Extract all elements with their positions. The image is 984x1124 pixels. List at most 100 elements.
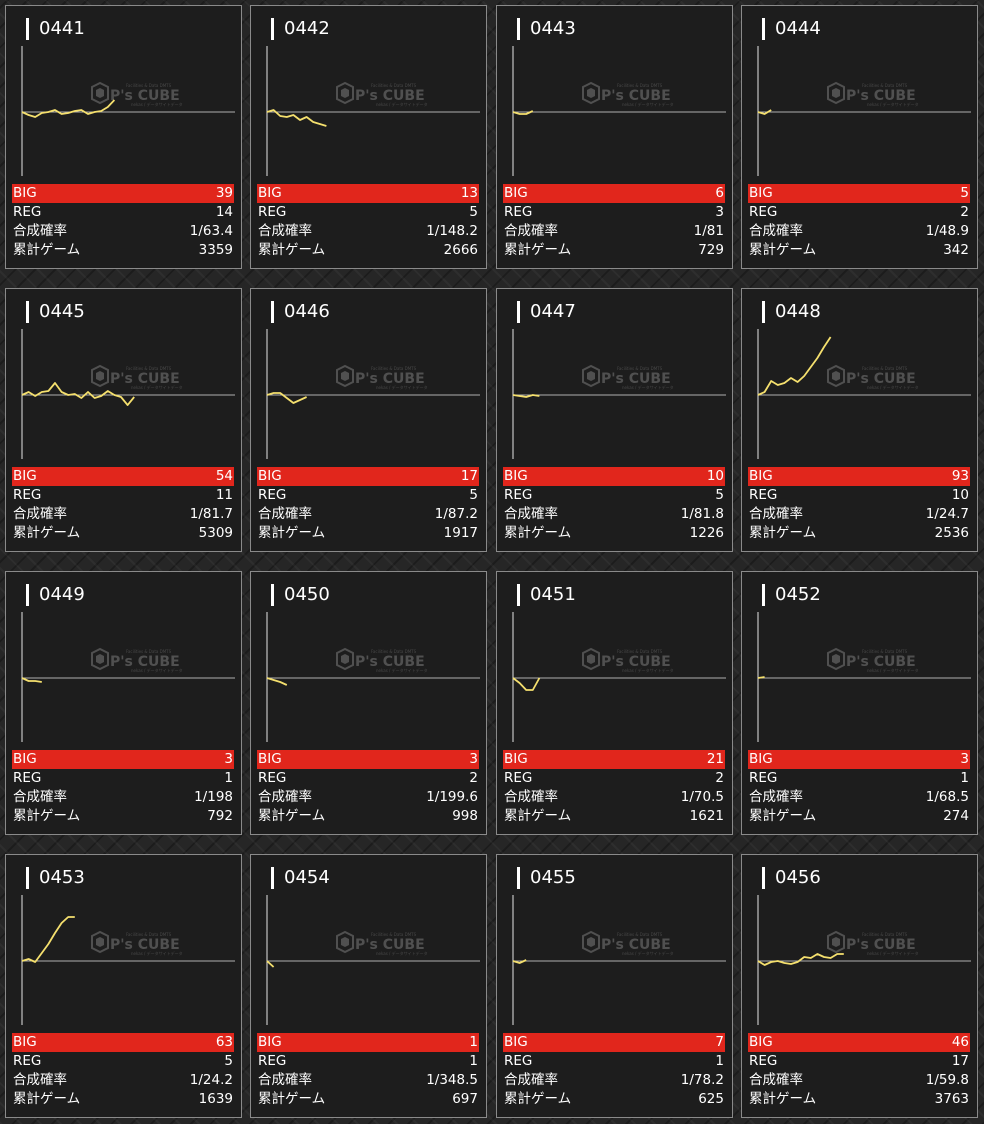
total-games-row: 累計ゲーム 274 xyxy=(748,807,970,826)
slump-line xyxy=(21,677,42,683)
big-row: BIG 3 xyxy=(748,750,970,769)
games-label: 累計ゲーム xyxy=(258,1091,326,1107)
reg-label: REG xyxy=(13,487,42,503)
svg-text:nekas / データサイトデータ: nekas / データサイトデータ xyxy=(622,667,674,673)
games-label: 累計ゲーム xyxy=(749,525,817,541)
svg-text:Facilities & Data DMTS: Facilities & Data DMTS xyxy=(862,649,908,654)
prob-value: 1/24.2 xyxy=(189,1072,233,1088)
prob-value: 1/148.2 xyxy=(426,223,478,239)
reg-row: REG 3 xyxy=(503,203,725,222)
games-value: 625 xyxy=(698,1091,724,1107)
big-value: 1 xyxy=(469,1034,478,1050)
svg-text:P's CUBE: P's CUBE xyxy=(846,88,916,104)
machine-card-0441[interactable]: 0441 P's CUBE Facilities & Data DMTS nekas … xyxy=(5,5,242,269)
machine-card-0456[interactable]: 0456 P's CUBE Facilities & Data DMTS nekas … xyxy=(741,854,978,1118)
big-row: BIG 13 xyxy=(257,184,479,203)
machine-card-0452[interactable]: 0452 P's CUBE Facilities & Data DMTS nekas … xyxy=(741,571,978,835)
machine-card-0447[interactable]: 0447 P's CUBE Facilities & Data DMTS nekas … xyxy=(496,288,733,552)
svg-text:nekas / データサイトデータ: nekas / データサイトデータ xyxy=(867,667,919,673)
machine-card-0444[interactable]: 0444 P's CUBE Facilities & Data DMTS nekas … xyxy=(741,5,978,269)
slump-line xyxy=(512,110,534,115)
reg-value: 10 xyxy=(951,487,969,503)
machine-card-0446[interactable]: 0446 P's CUBE Facilities & Data DMTS nekas … xyxy=(250,288,487,552)
games-value: 3359 xyxy=(198,242,233,258)
big-row: BIG 3 xyxy=(257,750,479,769)
stats-table: BIG 10 REG 5 合成確率 1/81.8 累計ゲーム 1226 xyxy=(503,467,725,543)
machine-card-0443[interactable]: 0443 P's CUBE Facilities & Data DMTS nekas … xyxy=(496,5,733,269)
reg-label: REG xyxy=(749,487,778,503)
machine-card-0453[interactable]: 0453 P's CUBE Facilities & Data DMTS nekas … xyxy=(5,854,242,1118)
prob-value: 1/81.8 xyxy=(680,506,724,522)
machine-card-0451[interactable]: 0451 P's CUBE Facilities & Data DMTS nekas … xyxy=(496,571,733,835)
big-value: 3 xyxy=(224,751,233,767)
big-value: 21 xyxy=(706,751,724,767)
prob-value: 1/198 xyxy=(194,789,233,805)
reg-label: REG xyxy=(258,487,287,503)
combined-probability-row: 合成確率 1/198 xyxy=(12,788,234,807)
prob-label: 合成確率 xyxy=(258,223,312,239)
machine-card-0448[interactable]: 0448 P's CUBE Facilities & Data DMTS nekas … xyxy=(741,288,978,552)
svg-text:P's CUBE: P's CUBE xyxy=(355,88,425,104)
big-label: BIG xyxy=(749,185,773,201)
games-value: 998 xyxy=(452,808,478,824)
total-games-row: 累計ゲーム 792 xyxy=(12,807,234,826)
svg-text:nekas / データサイトデータ: nekas / データサイトデータ xyxy=(131,667,183,673)
games-value: 5309 xyxy=(198,525,233,541)
prob-label: 合成確率 xyxy=(504,506,558,522)
prob-value: 1/81 xyxy=(693,223,724,239)
total-games-row: 累計ゲーム 729 xyxy=(503,241,725,260)
games-value: 792 xyxy=(207,808,233,824)
machine-card-0445[interactable]: 0445 P's CUBE Facilities & Data DMTS nekas … xyxy=(5,288,242,552)
machine-card-0450[interactable]: 0450 P's CUBE Facilities & Data DMTS nekas … xyxy=(250,571,487,835)
big-label: BIG xyxy=(258,1034,282,1050)
stats-table: BIG 3 REG 1 合成確率 1/68.5 累計ゲーム 274 xyxy=(748,750,970,826)
svg-text:nekas / データサイトデータ: nekas / データサイトデータ xyxy=(867,101,919,107)
games-value: 697 xyxy=(452,1091,478,1107)
reg-value: 11 xyxy=(215,487,233,503)
prob-label: 合成確率 xyxy=(13,506,67,522)
svg-text:nekas / データサイトデータ: nekas / データサイトデータ xyxy=(376,101,428,107)
svg-text:P's CUBE: P's CUBE xyxy=(110,937,180,953)
reg-row: REG 5 xyxy=(257,203,479,222)
svg-text:Facilities & Data DMTS: Facilities & Data DMTS xyxy=(126,366,172,371)
big-label: BIG xyxy=(749,468,773,484)
reg-value: 5 xyxy=(224,1053,233,1069)
stats-table: BIG 17 REG 5 合成確率 1/87.2 累計ゲーム 1917 xyxy=(257,467,479,543)
games-value: 342 xyxy=(943,242,969,258)
svg-text:Facilities & Data DMTS: Facilities & Data DMTS xyxy=(862,932,908,937)
svg-text:nekas / データサイトデータ: nekas / データサイトデータ xyxy=(131,101,183,107)
games-value: 2536 xyxy=(934,525,969,541)
big-label: BIG xyxy=(258,468,282,484)
svg-text:P's CUBE: P's CUBE xyxy=(110,654,180,670)
total-games-row: 累計ゲーム 1639 xyxy=(12,1090,234,1109)
svg-text:Facilities & Data DMTS: Facilities & Data DMTS xyxy=(862,366,908,371)
total-games-row: 累計ゲーム 998 xyxy=(257,807,479,826)
stats-table: BIG 3 REG 2 合成確率 1/199.6 累計ゲーム 998 xyxy=(257,750,479,826)
svg-text:Facilities & Data DMTS: Facilities & Data DMTS xyxy=(371,83,417,88)
svg-text:P's CUBE: P's CUBE xyxy=(846,371,916,387)
svg-text:P's CUBE: P's CUBE xyxy=(355,654,425,670)
combined-probability-row: 合成確率 1/348.5 xyxy=(257,1071,479,1090)
big-label: BIG xyxy=(504,468,528,484)
machine-card-0455[interactable]: 0455 P's CUBE Facilities & Data DMTS nekas … xyxy=(496,854,733,1118)
total-games-row: 累計ゲーム 625 xyxy=(503,1090,725,1109)
machine-card-0449[interactable]: 0449 P's CUBE Facilities & Data DMTS nekas … xyxy=(5,571,242,835)
machine-number: 0453 xyxy=(26,867,85,889)
slump-line xyxy=(21,916,75,963)
big-row: BIG 63 xyxy=(12,1033,234,1052)
machine-card-0454[interactable]: 0454 P's CUBE Facilities & Data DMTS nekas … xyxy=(250,854,487,1118)
slump-line xyxy=(757,953,844,966)
machine-card-0442[interactable]: 0442 P's CUBE Facilities & Data DMTS nekas … xyxy=(250,5,487,269)
reg-value: 1 xyxy=(960,770,969,786)
